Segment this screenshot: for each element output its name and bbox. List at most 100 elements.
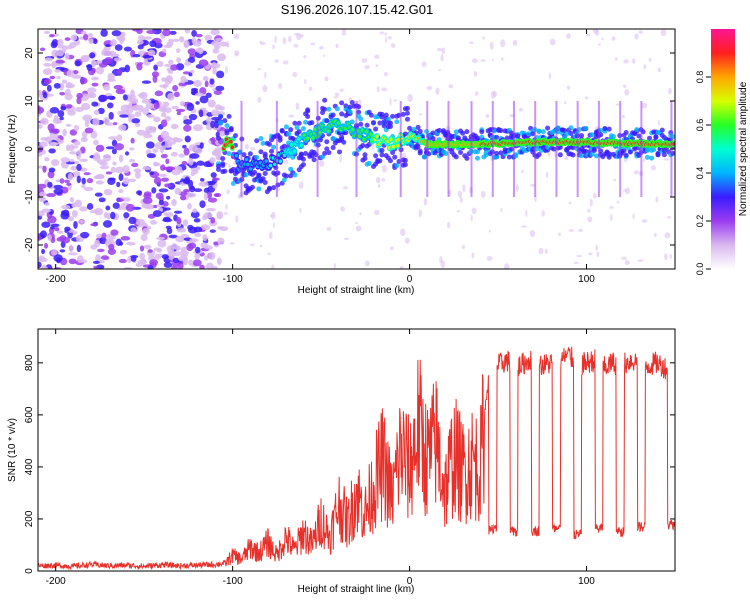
heatmap-cell [644,154,650,160]
heatmap-cell [114,143,125,151]
heatmap-cell [377,120,383,126]
heatmap-cell [164,77,172,85]
heatmap-cell [183,189,191,193]
heatmap-cell [610,213,613,222]
heatmap-cell [113,84,123,90]
heatmap-cell [297,137,301,141]
heatmap-cell [621,148,627,154]
heatmap-cell [326,106,332,112]
heatmap-cell [303,119,309,125]
heatmap-cell [570,145,576,151]
heatmap-cell [217,237,225,245]
heatmap-cell [541,210,545,217]
heatmap-cell [252,169,258,175]
heatmap-cell [170,123,179,130]
heatmap-cell [205,92,212,98]
heatmap-cell [173,210,183,214]
heatmap-cell [254,154,260,160]
heatmap-cell [281,143,287,149]
heatmap-cell [299,207,302,213]
heatmap-cell [131,118,141,124]
heatmap-cell [203,187,210,194]
heatmap-cell [76,175,81,184]
heatmap-cell [105,146,115,150]
x-tick-label: 0 [407,576,413,587]
heatmap-cell [377,184,381,188]
heatmap-cell [118,173,124,182]
heatmap-cell [625,187,630,195]
heatmap-cell [210,29,220,36]
heatmap-cell [430,135,436,141]
colorbar-tick-label: 0.0 [695,263,705,276]
heatmap-cell [47,181,53,188]
heatmap-cell [159,84,169,88]
heatmap-cell [457,190,463,198]
heatmap-cell [616,200,620,204]
heatmap-cell [657,119,661,126]
heatmap-cell [211,150,220,157]
heatmap-cell [322,97,328,103]
x-tick-label: -200 [46,274,66,285]
heatmap-cell [248,167,253,171]
heatmap-cell [161,254,170,260]
y-tick-label: 0 [24,568,35,574]
colorbar-scale [711,29,735,269]
heatmap-cell [55,59,66,64]
heatmap-cell [98,197,106,203]
heatmap-cell [268,163,273,168]
heatmap-cell [214,193,222,198]
heatmap-cell [446,221,451,229]
heatmap-cell [215,166,221,172]
heatmap-cell [664,253,668,261]
heatmap-cell [249,243,255,247]
heatmap-cell [178,36,185,43]
heatmap-cell [115,88,126,95]
heatmap-cell [137,35,146,41]
heatmap-cell [158,199,164,206]
heatmap-cell [149,171,155,176]
heatmap-cell [186,192,197,198]
heatmap-cell [87,87,97,93]
heatmap-cell [648,57,652,62]
heatmap-cell [464,129,470,135]
heatmap-cell [132,54,141,58]
heatmap-cell [118,189,124,194]
heatmap-cell [423,198,428,206]
heatmap-cell [53,82,61,89]
spectrogram-y-label: Frequency (Hz) [7,115,18,184]
heatmap-cell [230,180,236,186]
heatmap-cell [655,150,661,156]
y-tick-label: 0 [24,146,35,152]
heatmap-cell [176,111,181,116]
heatmap-cell [122,177,130,185]
heatmap-cell [589,132,595,138]
heatmap-cell [515,184,519,192]
heatmap-cell [394,119,400,125]
heatmap-cell [47,234,52,241]
heatmap-cell [566,33,571,40]
heatmap-cell [128,94,136,99]
heatmap-cell [97,248,105,253]
heatmap-cell [157,239,167,248]
heatmap-cell [203,161,213,168]
heatmap-cell [48,167,56,173]
heatmap-cell [164,63,172,67]
heatmap-cell [500,39,506,48]
heatmap-cell [48,34,55,38]
heatmap-cell [132,104,140,111]
heatmap-cell [304,78,307,85]
heatmap-cell [653,232,657,238]
heatmap-cell [86,202,94,210]
heatmap-cell [183,119,193,125]
heatmap-cell [200,242,208,249]
heatmap-cell [530,131,536,137]
heatmap-cell [51,142,59,146]
heatmap-cell [190,167,200,172]
heatmap-cell [500,207,503,213]
heatmap-cell [666,216,672,219]
heatmap-cell [436,47,443,52]
heatmap-cell [341,29,347,36]
heatmap-cell [93,139,99,146]
heatmap-cell [172,165,183,171]
heatmap-cell [145,125,155,134]
